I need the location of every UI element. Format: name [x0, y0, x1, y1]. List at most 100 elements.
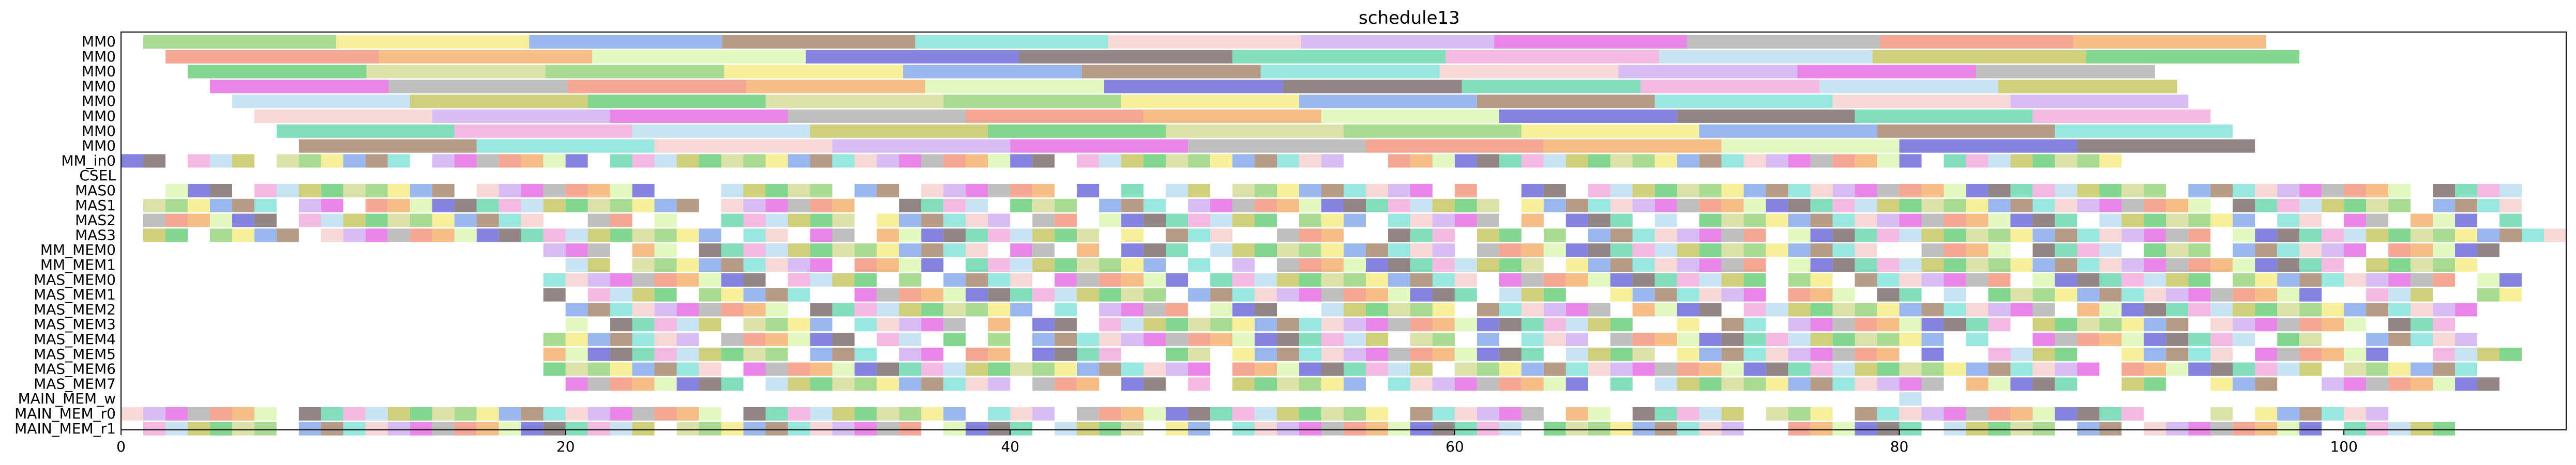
- gantt-bar: [1432, 377, 1455, 391]
- gantt-bar: [1877, 288, 1900, 302]
- gantt-bar: [1499, 258, 1522, 272]
- gantt-bar: [1365, 362, 1388, 376]
- gantt-bar: [1699, 258, 1722, 272]
- gantt-bar: [187, 422, 210, 436]
- gantt-bar: [254, 184, 277, 197]
- gantt-bar: [1188, 422, 1211, 436]
- gantt-bar: [587, 407, 610, 421]
- gantt-bar: [1299, 318, 1322, 332]
- gantt-bar: [2411, 318, 2433, 332]
- gantt-bar: [1255, 362, 1277, 376]
- gantt-bar: [1966, 362, 1989, 376]
- gantt-bar: [610, 198, 632, 212]
- gantt-bar: [1321, 362, 1344, 376]
- gantt-bar: [298, 213, 321, 227]
- gantt-bar: [1766, 184, 1788, 197]
- gantt-bar: [1477, 318, 1499, 332]
- gantt-bar: [1632, 333, 1655, 346]
- gantt-bar: [1921, 303, 1944, 317]
- gantt-bar: [1988, 184, 2011, 197]
- gantt-bar: [2144, 333, 2166, 346]
- gantt-bar: [387, 407, 410, 421]
- gantt-bar: [632, 288, 655, 302]
- gantt-bar: [2144, 288, 2166, 302]
- gantt-bar: [2077, 333, 2100, 346]
- gantt-bar: [1299, 273, 1322, 287]
- gantt-bar: [2344, 422, 2367, 436]
- gantt-bar: [1921, 243, 1944, 257]
- gantt-bar: [2499, 184, 2522, 197]
- gantt-bar: [209, 154, 232, 168]
- gantt-bar: [1521, 243, 1544, 257]
- gantt-bar: [2144, 184, 2166, 197]
- gantt-bar: [2077, 198, 2100, 212]
- gantt-bar: [1321, 228, 1344, 242]
- gantt-bar: [232, 154, 254, 168]
- gantt-bar: [2344, 377, 2367, 391]
- gantt-bar: [1143, 273, 1166, 287]
- gantt-bar: [1344, 318, 1366, 332]
- gantt-bar: [2144, 347, 2166, 361]
- gantt-bar: [1832, 258, 1855, 272]
- gantt-bar: [654, 303, 677, 317]
- gantt-bar: [610, 228, 632, 242]
- gantt-bar: [1565, 198, 1588, 212]
- gantt-bar: [1121, 228, 1144, 242]
- gantt-bar: [854, 273, 877, 287]
- gantt-bar: [632, 154, 655, 168]
- gantt-bar: [2277, 258, 2300, 272]
- gantt-bar: [943, 318, 966, 332]
- gantt-bar: [1743, 318, 1766, 332]
- gantt-bar: [854, 318, 877, 332]
- gantt-bar: [877, 407, 899, 421]
- gantt-bar: [1477, 213, 1499, 227]
- gantt-bar: [1944, 243, 1966, 257]
- gantt-bar: [832, 243, 855, 257]
- gantt-bar: [1410, 258, 1433, 272]
- gantt-bar: [1721, 213, 1744, 227]
- gantt-bar: [1232, 288, 1255, 302]
- gantt-bar: [765, 303, 788, 317]
- gantt-bar: [2210, 213, 2233, 227]
- gantt-bar: [1188, 258, 1211, 272]
- gantt-bar: [1499, 377, 1522, 391]
- gantt-bar: [988, 213, 1011, 227]
- gantt-bar: [1499, 154, 1522, 168]
- gantt-bar: [2411, 303, 2433, 317]
- gantt-bar: [788, 333, 810, 346]
- gantt-bar: [2010, 347, 2033, 361]
- gantt-bar: [921, 318, 944, 332]
- gantt-bar: [143, 213, 165, 227]
- gantt-bar: [854, 288, 877, 302]
- lane-label: MAS2: [75, 212, 116, 229]
- gantt-bar: [1321, 273, 1344, 287]
- gantt-bar: [988, 154, 1011, 168]
- gantt-bar: [2433, 377, 2456, 391]
- lane-label: MAIN_MEM_w: [18, 390, 116, 407]
- gantt-bar: [899, 333, 922, 346]
- lane-label: MAS_MEM6: [34, 361, 116, 378]
- gantt-bar: [1632, 347, 1655, 361]
- gantt-bar: [1632, 198, 1655, 212]
- gantt-bar: [1121, 243, 1144, 257]
- gantt-bar: [1832, 377, 1855, 391]
- gantt-bar: [1260, 65, 1440, 79]
- gantt-bar: [988, 422, 1011, 436]
- gantt-bar: [2121, 213, 2144, 227]
- gantt-bar: [788, 318, 810, 332]
- gantt-bar: [1677, 303, 1699, 317]
- gantt-bar: [1143, 243, 1166, 257]
- gantt-bar: [1976, 65, 2155, 79]
- gantt-bar: [432, 422, 455, 436]
- gantt-bar: [2455, 362, 2478, 376]
- gantt-bar: [2322, 198, 2344, 212]
- gantt-bar: [1721, 333, 1744, 346]
- gantt-bar: [1232, 377, 1255, 391]
- lane-label: MAIN_MEM_r1: [14, 420, 116, 437]
- gantt-bar: [565, 303, 588, 317]
- gantt-bar: [2411, 213, 2433, 227]
- gantt-bar: [1143, 154, 1166, 168]
- gantt-bar: [1810, 273, 1833, 287]
- gantt-bar: [966, 184, 988, 197]
- gantt-bar: [1301, 35, 1495, 49]
